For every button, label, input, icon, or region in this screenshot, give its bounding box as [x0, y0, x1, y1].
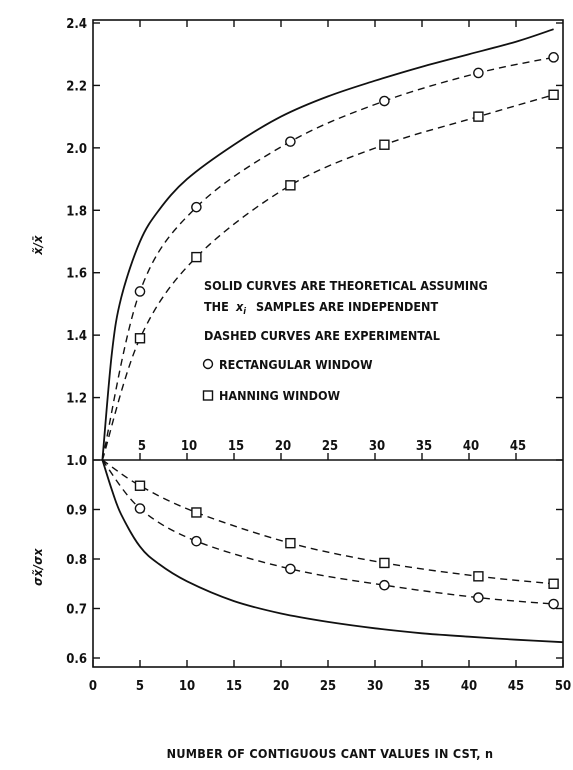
bottom-x-tick-label: 0 — [89, 679, 97, 694]
middle-x-tick-label: 15 — [228, 439, 244, 454]
upper-y-tick-label: 1.4 — [66, 329, 87, 344]
note-xi-symbol: xi — [235, 299, 246, 317]
x-axis-title: NUMBER OF CONTIGUOUS CANT VALUES IN CST,… — [167, 746, 494, 761]
upper-rectangular-point — [191, 201, 202, 213]
middle-x-tick-label: 20 — [275, 439, 291, 454]
lower-y-tick-label: 0.8 — [66, 553, 87, 568]
lower-y-tick-label: 0.9 — [66, 504, 87, 519]
lower-hanning-point — [379, 557, 390, 569]
bottom-x-tick-label: 15 — [226, 679, 242, 694]
bottom-x-tick-label: 45 — [508, 679, 524, 694]
lower-series-hanning-line — [102, 459, 554, 585]
ticks-layer — [92, 20, 564, 667]
lower-hanning-point — [134, 480, 146, 491]
upper-y-tick-label: 2.2 — [66, 79, 87, 94]
lower-rectangular-point — [473, 592, 484, 603]
middle-x-tick-label: 25 — [322, 439, 338, 454]
annotation-block: SOLID CURVES ARE THEORETICAL ASSUMING TH… — [202, 278, 488, 403]
tick-labels-layer: 1.0 1.2 1.4 1.6 1.8 2.0 2.2 2.4 0.6 0.7 0.8 0.9 5 10 1… — [66, 17, 571, 694]
lower-hanning-point — [548, 578, 559, 589]
legend-rectangular-window: RECTANGULAR WINDOW — [219, 357, 373, 372]
middle-x-tick-label: 10 — [181, 439, 197, 454]
upper-y-tick-label: 1.8 — [66, 204, 87, 219]
middle-x-tick-label: 40 — [463, 439, 479, 454]
legend-hanning-window: HANNING WINDOW — [219, 388, 341, 403]
note-theoretical-line1: SOLID CURVES ARE THEORETICAL ASSUMING — [204, 278, 488, 293]
upper-y-tick-label: 1.0 — [66, 454, 87, 469]
upper-series-rectangular-line — [101, 56, 554, 461]
lower-hanning-point — [191, 507, 202, 518]
upper-y-tick-label: 2.4 — [66, 17, 87, 32]
upper-y-tick-label: 1.2 — [66, 392, 87, 407]
lower-rectangular-point — [191, 535, 202, 547]
note-theoretical-the: THE — [204, 299, 229, 314]
middle-x-tick-label: 35 — [416, 439, 432, 454]
lower-rectangular-point — [285, 563, 296, 575]
bottom-x-tick-label: 10 — [179, 679, 195, 694]
upper-y-tick-label: 2.0 — [66, 142, 87, 157]
note-experimental: DASHED CURVES ARE EXPERIMENTAL — [204, 328, 440, 343]
plot-frame — [92, 19, 564, 668]
upper-rectangular-point — [285, 136, 296, 147]
upper-series-theoretical-line — [101, 28, 554, 461]
upper-rectangular-point — [134, 286, 146, 297]
upper-y-tick-label: 1.6 — [66, 267, 87, 282]
upper-y-axis-title: x̃/x̄ — [30, 235, 45, 256]
legend-circle-marker — [202, 358, 214, 370]
upper-hanning-point — [548, 89, 559, 100]
lower-rectangular-point — [379, 579, 390, 591]
lower-y-tick-label: 0.6 — [66, 652, 87, 667]
upper-rectangular-point — [548, 52, 559, 63]
markers-layer — [134, 52, 559, 610]
bottom-x-tick-label: 20 — [273, 679, 289, 694]
upper-hanning-point — [473, 111, 484, 122]
middle-x-tick-label: 5 — [138, 439, 146, 454]
lower-series-rectangular-line — [101, 459, 554, 605]
lower-rectangular-point — [134, 503, 146, 514]
upper-y-axis-title-text: x̃/x̄ — [30, 235, 45, 256]
plot-border — [92, 19, 564, 668]
upper-hanning-point — [285, 180, 296, 191]
middle-x-tick-label: 30 — [369, 439, 385, 454]
upper-rectangular-point — [473, 67, 484, 79]
upper-hanning-point — [191, 251, 202, 263]
note-theoretical-line2: SAMPLES ARE INDEPENDENT — [256, 299, 438, 314]
lower-y-tick-label: 0.7 — [66, 603, 87, 618]
legend-square-marker — [202, 390, 214, 401]
lower-y-axis-title-text: σx̃/σx — [30, 548, 45, 586]
bottom-x-tick-label: 50 — [555, 679, 571, 694]
bottom-x-tick-label: 25 — [320, 679, 336, 694]
upper-rectangular-point — [379, 95, 390, 107]
middle-x-tick-label: 45 — [510, 439, 526, 454]
bottom-x-tick-label: 40 — [461, 679, 477, 694]
lower-series-theoretical-line — [101, 459, 564, 644]
bottom-x-tick-label: 30 — [367, 679, 383, 694]
lower-y-axis-title: σx̃/σx — [30, 548, 45, 586]
upper-hanning-point — [134, 333, 146, 344]
bottom-x-tick-label: 35 — [414, 679, 430, 694]
lower-hanning-point — [285, 537, 296, 549]
lower-rectangular-point — [548, 598, 559, 610]
upper-hanning-point — [379, 139, 390, 150]
bottom-x-tick-label: 5 — [136, 679, 144, 694]
lower-hanning-point — [473, 571, 484, 582]
